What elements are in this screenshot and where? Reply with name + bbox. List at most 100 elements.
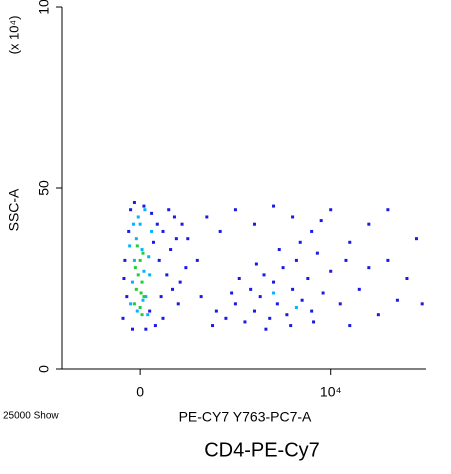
event-dot xyxy=(142,204,146,208)
event-dot xyxy=(275,302,279,306)
event-dot xyxy=(140,313,144,317)
event-dot xyxy=(132,258,136,262)
event-dot xyxy=(306,277,310,280)
event-dot xyxy=(121,316,125,320)
event-dot xyxy=(135,309,139,313)
event-dot xyxy=(138,305,142,309)
event-dot xyxy=(195,258,199,262)
event-dot xyxy=(129,208,133,212)
event-dot xyxy=(329,208,333,212)
event-dot xyxy=(262,273,266,277)
event-dot xyxy=(281,266,285,270)
event-dot xyxy=(142,269,146,273)
event-dot xyxy=(123,258,127,262)
event-dot xyxy=(249,287,253,291)
event-dot xyxy=(122,277,126,280)
event-dot xyxy=(294,305,298,309)
event-dot xyxy=(233,208,237,212)
event-dot xyxy=(289,324,293,328)
event-dot xyxy=(129,302,133,306)
x-tick-label: 0 xyxy=(136,384,144,400)
event-dot xyxy=(348,240,352,244)
event-dot xyxy=(134,287,138,291)
event-dot xyxy=(199,295,203,299)
event-dot xyxy=(132,302,136,306)
event-dot xyxy=(159,295,163,299)
event-dot xyxy=(252,309,256,313)
y-tick-label: 0 xyxy=(36,365,52,373)
event-dot xyxy=(338,302,342,306)
event-dot xyxy=(134,237,138,241)
event-dot xyxy=(133,266,137,270)
event-dot xyxy=(136,273,140,277)
event-dot xyxy=(165,273,169,277)
event-dot xyxy=(174,237,178,241)
event-dot xyxy=(367,266,371,270)
event-dot xyxy=(150,211,154,215)
y-tick-label: 10 xyxy=(36,0,52,15)
event-dot xyxy=(127,229,131,233)
event-dot xyxy=(153,324,157,328)
y-multiplier: (x 10⁴) xyxy=(6,16,21,55)
x-axis-label: PE-CY7 Y763-PC7-A xyxy=(179,409,312,425)
event-dot xyxy=(367,222,371,226)
event-dot xyxy=(211,324,215,328)
event-dot xyxy=(131,280,135,284)
event-dot xyxy=(272,280,276,284)
event-dot xyxy=(420,302,424,306)
event-dot xyxy=(135,244,139,248)
event-dot xyxy=(291,287,295,291)
event-dot xyxy=(386,208,390,212)
event-dot xyxy=(125,295,129,299)
event-dot xyxy=(132,200,136,204)
event-dot xyxy=(139,291,143,295)
event-dot xyxy=(252,222,256,226)
event-dot xyxy=(243,320,247,324)
event-dot xyxy=(310,309,314,313)
event-dot xyxy=(128,244,132,248)
event-dot xyxy=(186,237,190,241)
event-dot xyxy=(144,327,148,331)
y-axis-label: SSC-A xyxy=(6,188,22,231)
event-dot xyxy=(285,313,289,317)
event-dot xyxy=(140,280,144,284)
event-dot xyxy=(143,208,147,212)
event-dot xyxy=(395,298,399,302)
event-dot xyxy=(205,215,209,219)
event-dot xyxy=(329,269,333,273)
event-dot xyxy=(277,248,281,252)
event-dot xyxy=(298,240,302,244)
event-dot xyxy=(180,222,184,226)
event-dot xyxy=(268,316,272,320)
event-dot xyxy=(148,273,152,277)
event-count: 25000 Show xyxy=(3,411,59,422)
event-dot xyxy=(386,258,390,262)
event-dot xyxy=(140,248,144,252)
event-dot xyxy=(233,302,237,306)
event-dot xyxy=(214,309,218,313)
event-dot xyxy=(272,291,276,295)
event-dot xyxy=(376,313,380,317)
event-dot xyxy=(157,258,161,262)
event-dot xyxy=(315,251,319,255)
event-dot xyxy=(405,277,409,280)
event-dot xyxy=(161,316,165,320)
event-dot xyxy=(151,240,155,244)
event-dot xyxy=(357,287,361,291)
event-dot xyxy=(171,287,175,291)
event-dot xyxy=(142,295,146,299)
event-dot xyxy=(348,324,352,328)
event-dot xyxy=(169,248,173,252)
event-dot xyxy=(141,251,145,255)
event-dot xyxy=(150,229,154,233)
event-dot xyxy=(414,237,418,241)
event-dot xyxy=(146,313,150,317)
event-dot xyxy=(176,302,180,306)
event-dot xyxy=(147,255,151,259)
event-dot xyxy=(264,327,268,331)
event-dot xyxy=(237,277,241,280)
event-dot xyxy=(321,291,325,295)
event-dot xyxy=(258,295,262,299)
